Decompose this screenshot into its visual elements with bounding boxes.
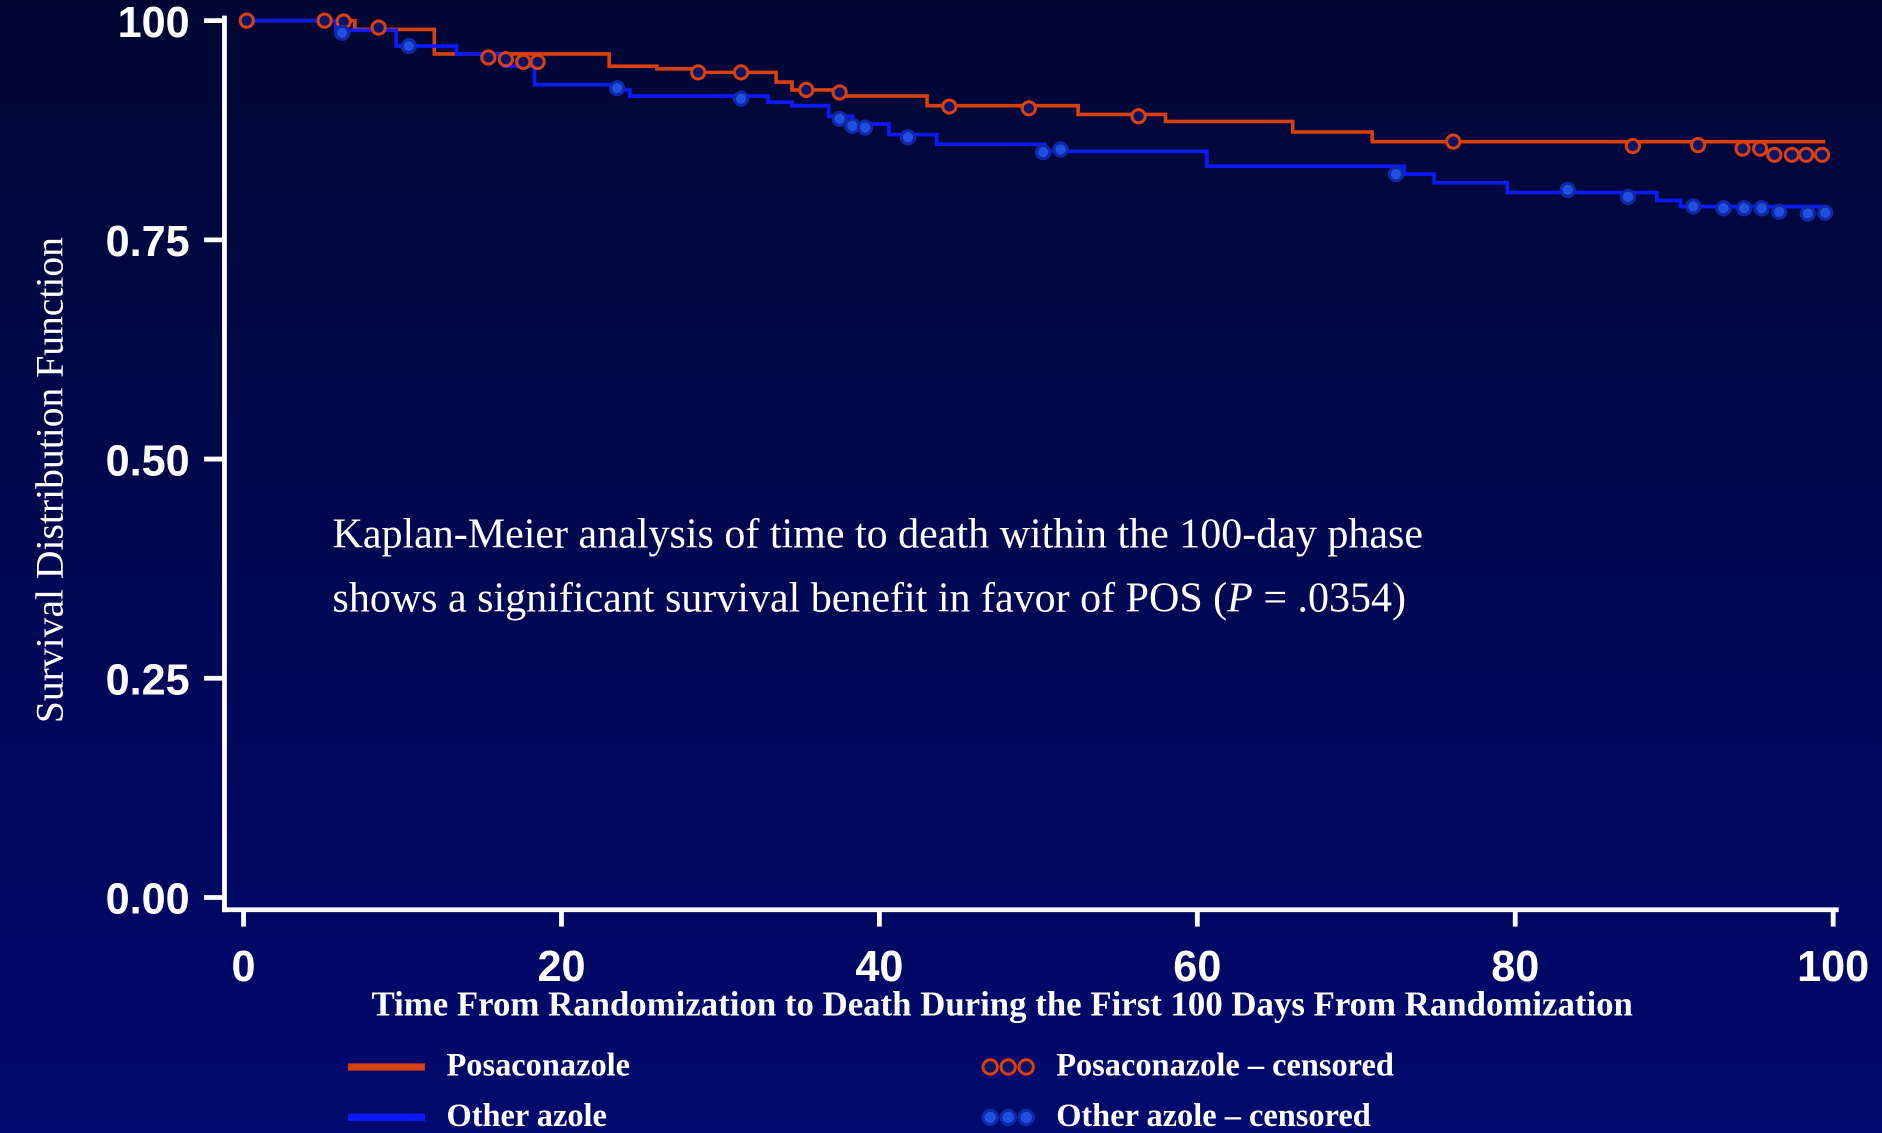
censored-marker [1035, 144, 1052, 161]
censored-marker [529, 53, 546, 70]
censored-marker [844, 117, 861, 134]
censored-marker [1052, 141, 1069, 158]
x-axis-title: Time From Randomization to Death During … [372, 984, 1633, 1023]
y-tick-label: 100 [118, 0, 190, 47]
censored-marker [831, 110, 848, 127]
censored-marker [1798, 146, 1815, 163]
annotation-part: P [1226, 575, 1253, 621]
legend-swatch [981, 1058, 999, 1076]
annotation-part: = .0354) [1253, 575, 1406, 621]
censored-marker [1771, 203, 1788, 220]
censored-marker [480, 49, 497, 66]
legend-label: Other azole – censored [1056, 1098, 1371, 1133]
censored-marker [1734, 140, 1751, 157]
censored-marker [733, 90, 750, 107]
censored-marker [1783, 146, 1800, 163]
y-tick-label: 0.50 [106, 437, 190, 485]
y-tick-label: 0.00 [106, 876, 190, 924]
x-tick-label: 40 [855, 943, 903, 991]
censored-marker [1817, 204, 1834, 221]
censored-marker [1766, 146, 1783, 163]
legend-label: Posaconazole [447, 1048, 631, 1084]
censored-marker [1753, 200, 1770, 217]
censored-marker [1685, 198, 1702, 215]
legend-swatch [999, 1058, 1017, 1076]
x-tick-label: 0 [232, 943, 256, 991]
censored-marker [400, 37, 417, 55]
legend-swatch [1017, 1058, 1035, 1076]
censored-marker [497, 51, 514, 68]
y-tick-label: 0.75 [106, 218, 190, 266]
censored-marker [1620, 188, 1637, 205]
censored-marker [798, 81, 815, 99]
censored-marker [1130, 108, 1147, 125]
censored-marker [316, 12, 333, 29]
y-tick-label: 0.25 [106, 656, 190, 704]
censored-marker [370, 19, 387, 36]
censored-marker [1624, 137, 1641, 155]
legend-label: Posaconazole – censored [1056, 1048, 1394, 1084]
censored-marker [856, 119, 874, 136]
censored-marker [609, 80, 626, 97]
censored-marker [1689, 137, 1707, 154]
censored-marker [1715, 200, 1732, 217]
censored-marker [515, 53, 532, 70]
censored-marker [238, 12, 255, 29]
censored-marker [733, 64, 750, 81]
censored-marker [1445, 133, 1462, 150]
censored-marker [1736, 200, 1753, 217]
survival-curve [243, 18, 1826, 144]
annotation: shows a significant survival benefit in … [332, 575, 1406, 621]
x-tick-label: 20 [537, 943, 585, 991]
x-tick-label: 80 [1491, 943, 1539, 991]
censored-marker [1751, 140, 1769, 157]
x-tick-label: 100 [1797, 943, 1869, 991]
censored-marker [1387, 165, 1405, 183]
censored-marker [831, 84, 848, 101]
censored-marker [941, 98, 958, 115]
legend-swatch [1017, 1108, 1035, 1127]
x-tick-label: 60 [1173, 943, 1221, 991]
censored-marker [1799, 205, 1816, 222]
annotation: Kaplan-Meier analysis of time to death w… [332, 511, 1423, 557]
censored-marker [899, 129, 917, 146]
legend-label: Other azole [447, 1098, 607, 1133]
survival-curve [243, 18, 1828, 214]
censored-marker [1813, 146, 1831, 163]
censored-marker [334, 24, 351, 42]
y-axis-title: Survival Distribution Function [27, 237, 71, 723]
censored-marker [1020, 100, 1037, 117]
legend-swatch [981, 1108, 999, 1127]
annotation-part: shows a significant survival benefit in … [332, 575, 1227, 621]
legend-swatch [999, 1108, 1017, 1127]
censored-marker [1559, 181, 1576, 198]
censored-marker [690, 64, 707, 81]
